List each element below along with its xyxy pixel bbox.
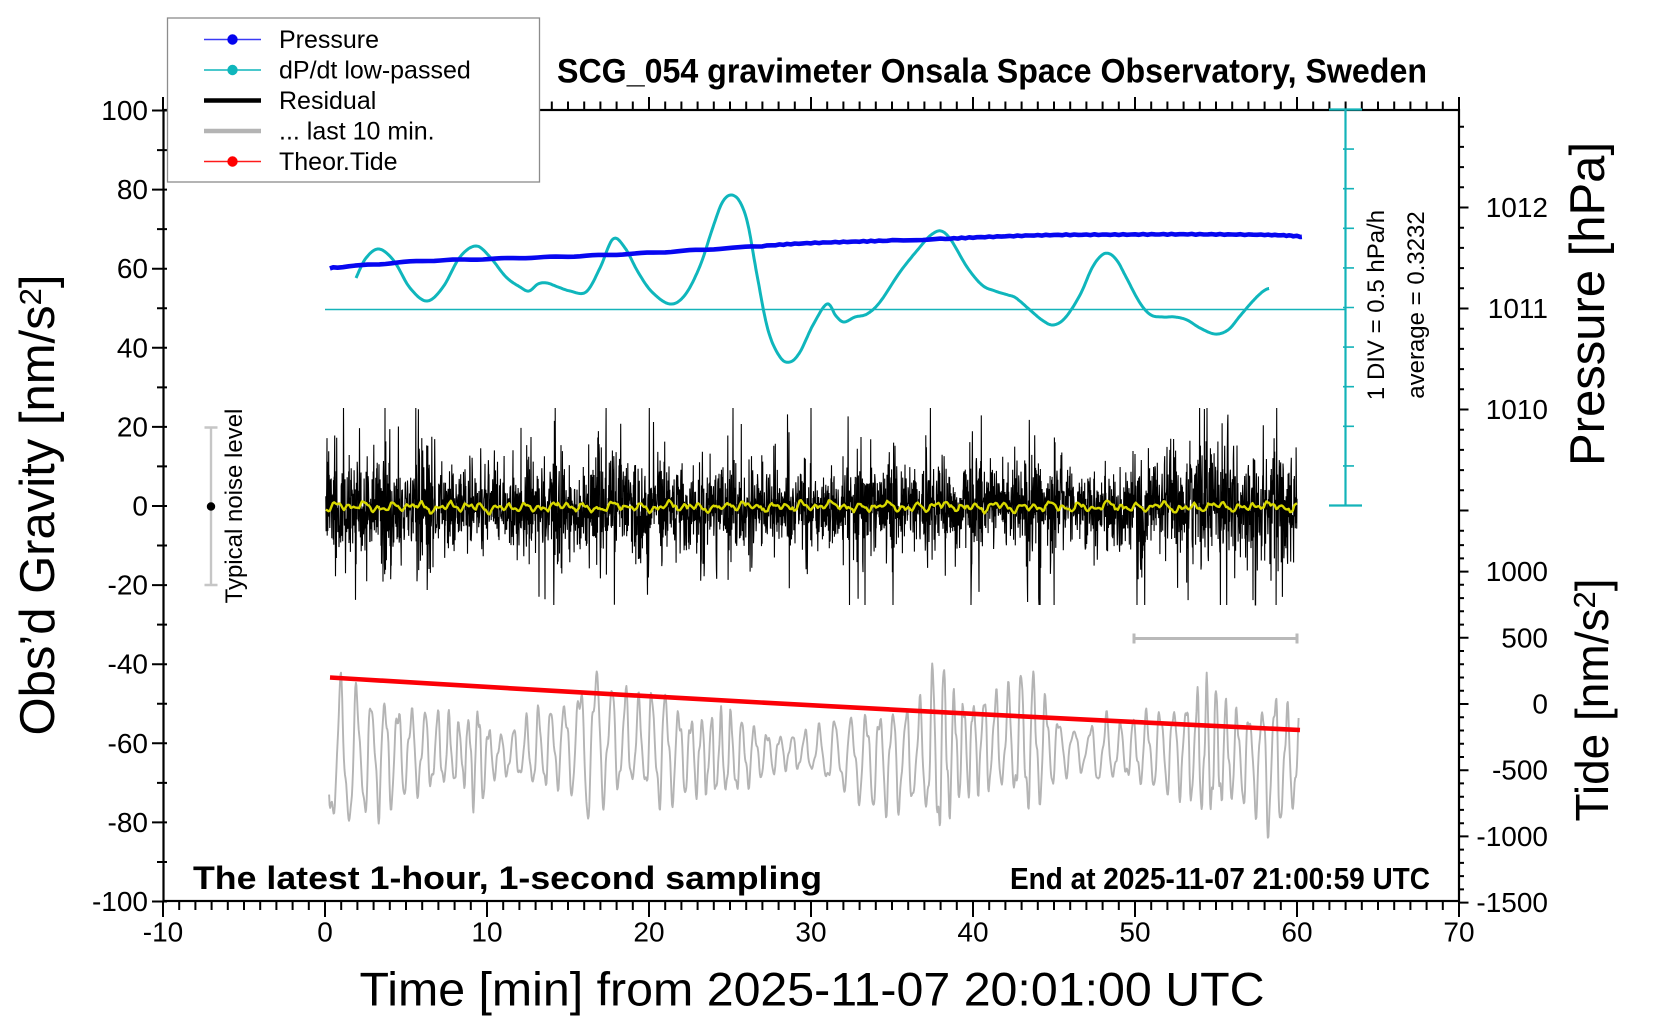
svg-text:End at 2025-11-07 21:00:59 UTC: End at 2025-11-07 21:00:59 UTC xyxy=(1010,862,1430,896)
svg-text:Tide [nm/s2]: Tide [nm/s2] xyxy=(1566,578,1618,821)
svg-text:... last 10 min.: ... last 10 min. xyxy=(279,118,435,146)
svg-text:0: 0 xyxy=(317,917,333,948)
svg-text:70: 70 xyxy=(1443,917,1474,948)
svg-text:-10: -10 xyxy=(143,917,183,948)
svg-text:Time [min] from 2025-11-07 20:: Time [min] from 2025-11-07 20:01:00 UTC xyxy=(360,963,1265,1016)
svg-text:500: 500 xyxy=(1501,622,1548,653)
svg-text:Residual: Residual xyxy=(279,87,376,115)
svg-text:Theor.Tide: Theor.Tide xyxy=(279,148,398,176)
svg-text:20: 20 xyxy=(117,411,148,442)
svg-text:1 DIV = 0.5 hPa/h: 1 DIV = 0.5 hPa/h xyxy=(1363,210,1390,400)
svg-text:-100: -100 xyxy=(92,886,148,917)
svg-text:-60: -60 xyxy=(108,728,148,759)
svg-text:100: 100 xyxy=(101,95,148,126)
svg-text:-1000: -1000 xyxy=(1476,821,1548,852)
svg-text:The latest 1-hour, 1-second sa: The latest 1-hour, 1-second sampling xyxy=(193,860,822,896)
svg-text:-40: -40 xyxy=(108,649,148,680)
svg-text:20: 20 xyxy=(633,917,664,948)
svg-text:10: 10 xyxy=(471,917,502,948)
svg-text:Obs’d Gravity [nm/s2]: Obs’d Gravity [nm/s2] xyxy=(11,274,65,735)
svg-text:-20: -20 xyxy=(108,570,148,601)
svg-text:Pressure [hPa]: Pressure [hPa] xyxy=(1561,142,1615,466)
svg-text:-500: -500 xyxy=(1492,755,1548,786)
svg-text:80: 80 xyxy=(117,174,148,205)
svg-text:-1500: -1500 xyxy=(1476,887,1548,918)
svg-text:average = 0.3232: average = 0.3232 xyxy=(1403,211,1430,399)
svg-text:-80: -80 xyxy=(108,807,148,838)
svg-text:40: 40 xyxy=(117,332,148,363)
svg-text:60: 60 xyxy=(1281,917,1312,948)
svg-text:0: 0 xyxy=(1532,689,1548,720)
svg-text:30: 30 xyxy=(795,917,826,948)
svg-text:0: 0 xyxy=(132,491,148,522)
svg-text:50: 50 xyxy=(1119,917,1150,948)
svg-text:60: 60 xyxy=(117,253,148,284)
svg-text:Typical noise level: Typical noise level xyxy=(221,409,248,604)
svg-text:1012: 1012 xyxy=(1486,192,1548,223)
svg-text:40: 40 xyxy=(957,917,988,948)
svg-text:1010: 1010 xyxy=(1486,394,1548,425)
svg-text:SCG_054 gravimeter Onsala Spac: SCG_054 gravimeter Onsala Space Observat… xyxy=(557,53,1427,91)
svg-text:dP/dt low-passed: dP/dt low-passed xyxy=(279,57,471,85)
svg-text:1000: 1000 xyxy=(1486,556,1548,587)
svg-text:1011: 1011 xyxy=(1488,293,1548,324)
svg-text:Pressure: Pressure xyxy=(279,26,379,54)
